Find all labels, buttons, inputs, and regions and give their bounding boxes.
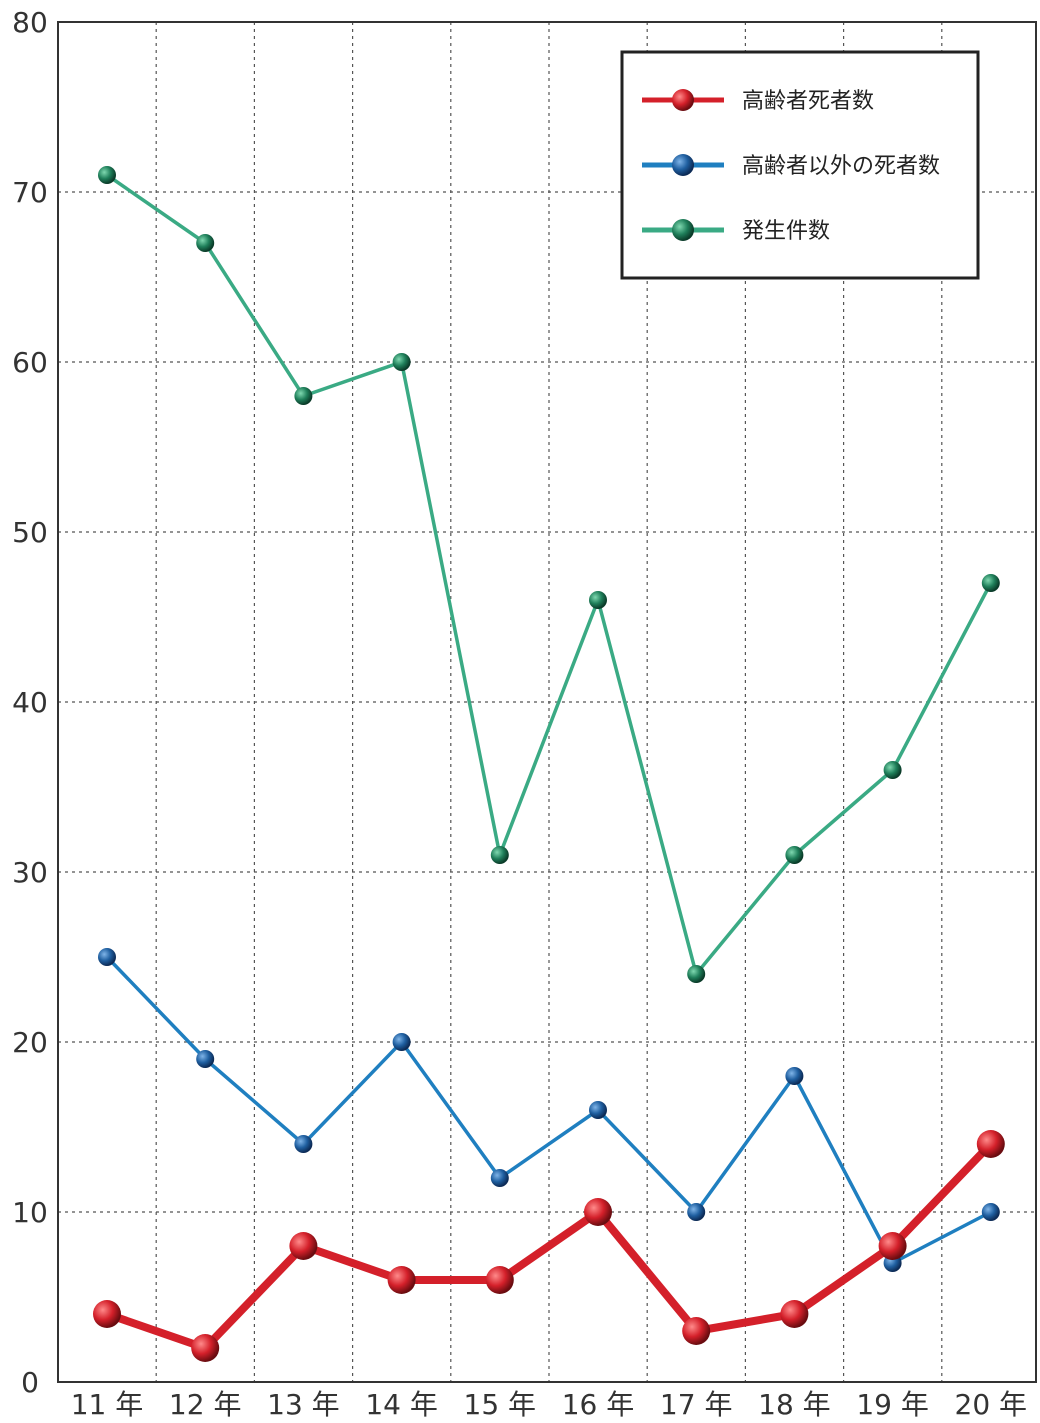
series-1-point-5 [589, 1101, 607, 1119]
x-tick-label-1: 12 年 [169, 1388, 242, 1421]
series-0-point-6 [682, 1317, 710, 1345]
x-tick-label-3: 14 年 [365, 1388, 438, 1421]
legend-label-0: 高齢者死者数 [742, 89, 874, 114]
legend-marker-2 [672, 219, 694, 241]
y-tick-label-1: 10 [12, 1196, 48, 1229]
legend-label-2: 発生件数 [742, 219, 830, 244]
y-tick-label-7: 70 [12, 176, 48, 209]
series-0-point-9 [977, 1130, 1005, 1158]
y-tick-label-3: 30 [12, 856, 48, 889]
series-2-point-9 [982, 574, 1000, 592]
legend-label-1: 高齢者以外の死者数 [742, 154, 940, 179]
series-0-point-7 [780, 1300, 808, 1328]
x-tick-label-6: 17 年 [660, 1388, 733, 1421]
series-1-point-4 [491, 1169, 509, 1187]
series-2-point-5 [589, 591, 607, 609]
series-2-point-8 [884, 761, 902, 779]
series-0-point-4 [486, 1266, 514, 1294]
series-1-point-0 [98, 948, 116, 966]
y-tick-label-0: 0 [21, 1366, 39, 1399]
legend-marker-1 [672, 154, 694, 176]
y-tick-label-5: 50 [12, 516, 48, 549]
series-2-point-7 [785, 846, 803, 864]
series-0-point-2 [289, 1232, 317, 1260]
x-tick-label-5: 16 年 [562, 1388, 635, 1421]
series-0-point-8 [879, 1232, 907, 1260]
y-tick-label-2: 20 [12, 1026, 48, 1059]
y-tick-label-6: 60 [12, 346, 48, 379]
series-1-point-2 [294, 1135, 312, 1153]
series-1-point-9 [982, 1203, 1000, 1221]
x-tick-label-8: 19 年 [856, 1388, 929, 1421]
series-2-point-3 [393, 353, 411, 371]
series-2-point-0 [98, 166, 116, 184]
x-tick-label-0: 11 年 [71, 1388, 144, 1421]
series-2-point-6 [687, 965, 705, 983]
x-tick-label-4: 15 年 [464, 1388, 537, 1421]
series-2-point-4 [491, 846, 509, 864]
series-line-2 [107, 175, 991, 974]
series-0-point-1 [191, 1334, 219, 1362]
series-0-point-5 [584, 1198, 612, 1226]
legend: 高齢者死者数 高齢者以外の死者数 発生件数 [622, 52, 978, 278]
series-1-point-7 [785, 1067, 803, 1085]
series-0-point-0 [93, 1300, 121, 1328]
legend-marker-0 [672, 89, 694, 111]
y-axis-ticks: 0 10 20 30 40 50 60 70 80 [12, 6, 48, 1399]
series-0-point-3 [388, 1266, 416, 1294]
x-axis-ticks: 11 年 12 年 13 年 14 年 15 年 16 年 17 年 18 年 19 年 20 年 [71, 1388, 1027, 1421]
y-tick-label-4: 40 [12, 686, 48, 719]
x-tick-label-7: 18 年 [758, 1388, 831, 1421]
series-2-point-1 [196, 234, 214, 252]
series-1-point-1 [196, 1050, 214, 1068]
x-tick-label-9: 20 年 [955, 1388, 1028, 1421]
series-2-point-2 [294, 387, 312, 405]
series-1-point-6 [687, 1203, 705, 1221]
x-tick-label-2: 13 年 [267, 1388, 340, 1421]
series-1-point-3 [393, 1033, 411, 1051]
y-tick-label-8: 80 [12, 6, 48, 39]
